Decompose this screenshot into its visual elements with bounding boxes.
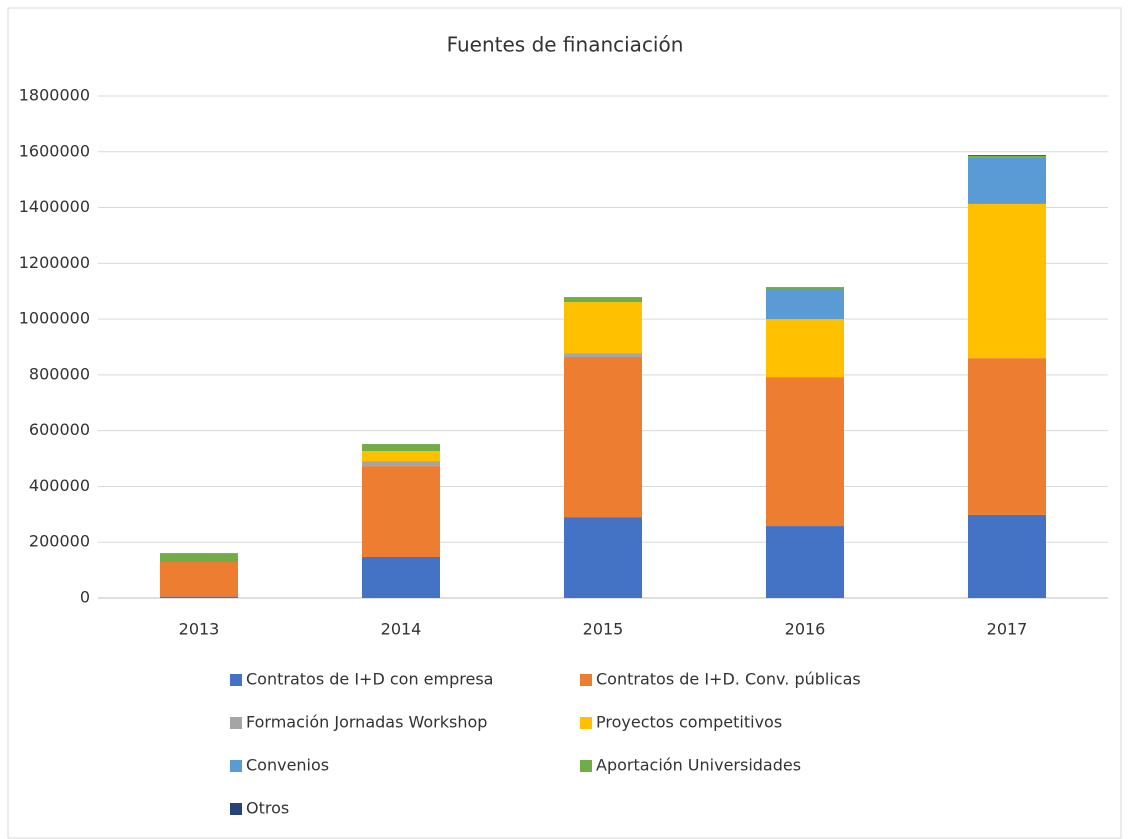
bar-segment [160,562,238,597]
bar-segment [968,155,1046,156]
legend-label: Aportación Universidades [596,756,801,775]
bar-segment [362,466,440,558]
legend-swatch [230,760,242,772]
bar-segment [362,444,440,452]
bar-segment [766,287,844,289]
bar-segment [362,451,440,462]
y-tick-label: 1400000 [19,197,90,216]
y-tick-label: 800000 [29,364,90,383]
y-tick-label: 1000000 [19,309,90,328]
bar-segment [766,526,844,598]
legend-label: Convenios [246,756,329,775]
bar-segment [766,288,844,320]
bar-segment [968,157,1046,204]
bar-segment [564,353,642,358]
bar-segment [968,155,1046,158]
bar-segment [968,514,1046,598]
legend-label: Contratos de I+D con empresa [246,670,493,689]
x-tick-label: 2014 [381,620,422,639]
bar-segment [766,319,844,378]
y-tick-label: 1200000 [19,253,90,272]
bar-segment [564,517,642,598]
legend-swatch [580,760,592,772]
x-tick-label: 2016 [785,620,826,639]
bar-segment [766,377,844,527]
bar-segment [968,358,1046,515]
bar-segment [362,461,440,467]
x-tick-label: 2013 [179,620,220,639]
legend-label: Proyectos competitivos [596,713,782,732]
y-tick-label: 400000 [29,476,90,495]
x-tick-label: 2017 [987,620,1028,639]
chart-title: Fuentes de financiación [447,33,684,57]
y-tick-label: 1600000 [19,141,90,160]
legend-swatch [580,674,592,686]
y-tick-label: 0 [80,588,90,607]
legend-swatch [230,674,242,686]
x-tick-label: 2015 [583,620,624,639]
y-tick-label: 1800000 [19,86,90,105]
legend-swatch [580,717,592,729]
legend-label: Contratos de I+D. Conv. públicas [596,670,861,689]
bar-segment [968,203,1046,359]
bar-segment [160,553,238,563]
bar-segment [564,297,642,303]
y-tick-label: 200000 [29,532,90,551]
bar-segment [564,302,642,354]
legend-swatch [230,803,242,815]
legend-label: Formación Jornadas Workshop [246,713,487,732]
y-tick-label: 600000 [29,420,90,439]
bar-segment [362,557,440,598]
bar-segment [564,357,642,518]
legend-label: Otros [246,799,289,818]
bar-segment [160,596,238,598]
legend-swatch [230,717,242,729]
